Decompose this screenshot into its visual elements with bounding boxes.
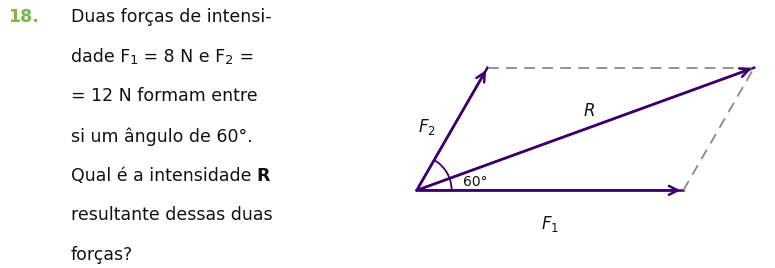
Text: 2: 2 — [226, 54, 233, 68]
Text: Duas forças de intensi-: Duas forças de intensi- — [71, 8, 271, 26]
Text: $F_2$: $F_2$ — [418, 117, 436, 137]
Text: R: R — [584, 102, 595, 120]
Text: resultante dessas duas: resultante dessas duas — [71, 206, 272, 224]
Text: 18.: 18. — [8, 8, 39, 26]
Text: =: = — [233, 48, 253, 66]
Text: = 12 N formam entre: = 12 N formam entre — [71, 87, 257, 105]
Text: dade F: dade F — [71, 48, 129, 66]
Text: 60°: 60° — [463, 175, 487, 189]
Text: $F_1$: $F_1$ — [541, 214, 559, 234]
Text: si um ângulo de 60°.: si um ângulo de 60°. — [71, 127, 252, 146]
Text: R: R — [257, 167, 270, 185]
Text: forças?: forças? — [71, 246, 133, 264]
Text: Qual é a intensidade: Qual é a intensidade — [71, 167, 257, 185]
Text: = 8 N e F: = 8 N e F — [138, 48, 226, 66]
Text: 1: 1 — [129, 54, 138, 68]
